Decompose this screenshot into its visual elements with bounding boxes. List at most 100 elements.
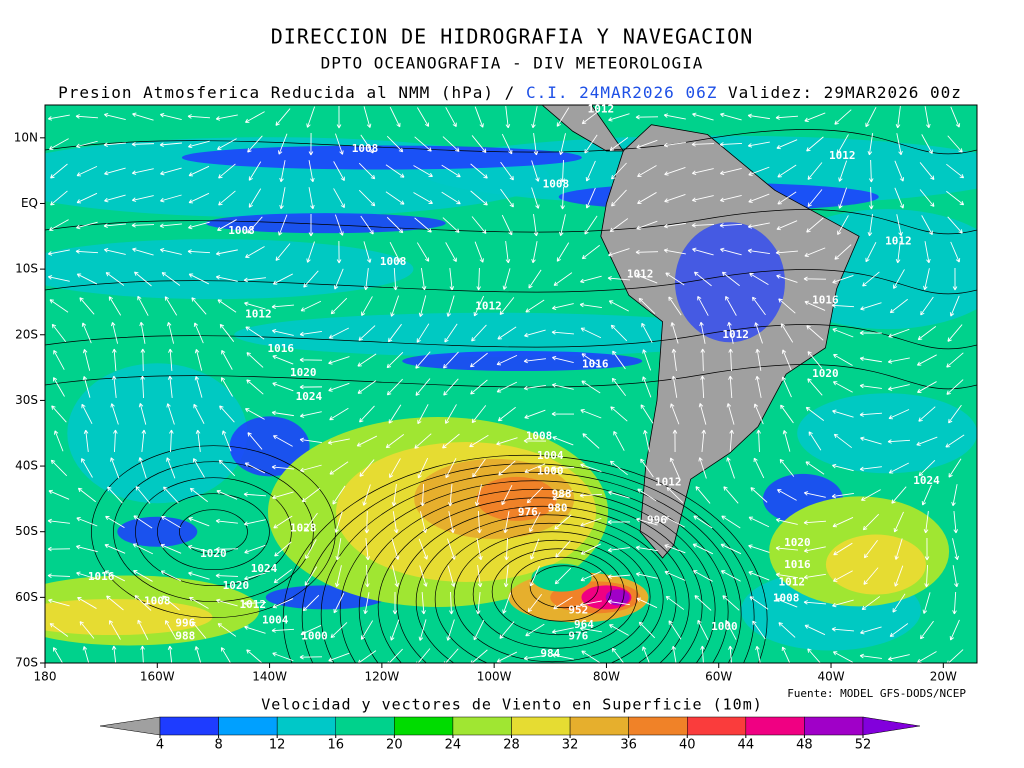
isobar (491, 548, 625, 636)
map-area (45, 105, 977, 663)
wind-vector (719, 142, 743, 147)
wind-vector (363, 268, 369, 291)
wind-vector (389, 241, 401, 263)
isobar-label: 1004 (537, 449, 564, 462)
wind-vector (920, 296, 934, 316)
wind-vector (776, 274, 798, 283)
wind-vector (776, 597, 798, 608)
wind-vector (299, 384, 323, 390)
wind-vector (555, 540, 571, 558)
wind-vector (860, 302, 882, 311)
wind-vector (420, 483, 425, 507)
wind-vector (775, 545, 798, 551)
wind-vector (668, 296, 682, 316)
wind-vector (775, 572, 798, 579)
wind-vector (271, 628, 295, 633)
wind-vector (448, 484, 453, 507)
wind-vector (526, 486, 544, 504)
wind-vector (638, 621, 656, 639)
y-tick-label: 50S (15, 524, 38, 538)
wind-vector (551, 383, 574, 390)
wind-vector (138, 457, 147, 479)
wind-vector (390, 295, 400, 317)
wind-vector (160, 112, 182, 121)
wind-vector (131, 222, 155, 228)
wind-vector (385, 434, 405, 449)
colorbar-label: 24 (445, 738, 462, 753)
wind-vector (609, 137, 629, 151)
isobar (157, 493, 270, 571)
wind-vector (299, 411, 322, 418)
wind-vector (891, 486, 907, 504)
wind-vector (47, 573, 71, 578)
wind-vector (553, 272, 573, 286)
wind-vector (777, 164, 797, 178)
wind-vector (137, 295, 149, 316)
wind-vector (217, 138, 237, 150)
wind-vector (723, 486, 739, 504)
isobar (434, 522, 664, 663)
wind-vector (838, 160, 848, 182)
wind-vector (48, 489, 70, 500)
wind-vector (556, 107, 570, 127)
wind-vector (189, 597, 209, 609)
wind-vector (584, 215, 598, 235)
isobar-label: 1028 (290, 521, 317, 534)
wind-vector (279, 160, 286, 183)
wind-vector (471, 324, 487, 342)
wind-vector (194, 376, 203, 398)
wind-vector (358, 189, 376, 207)
wind-vector (245, 246, 265, 258)
wind-vector (752, 296, 766, 316)
wind-vector (581, 244, 600, 260)
wind-vector (418, 295, 427, 317)
wind-vector (308, 187, 315, 210)
wind-vector (918, 460, 936, 477)
isobar (453, 531, 651, 663)
x-tick-label: 180 (34, 670, 57, 684)
wind-vector (607, 276, 630, 281)
wind-vector (499, 621, 515, 639)
isobar-label: 1016 (582, 357, 609, 370)
wind-vector (248, 188, 262, 208)
wind-vector (917, 326, 937, 341)
wind-vector (554, 514, 572, 530)
wind-vector (272, 382, 294, 392)
wind-vector (386, 135, 404, 153)
wind-vector (81, 403, 93, 424)
wind-zone (234, 312, 755, 357)
variable: Presion Atmosferica Reducida al NMM (hPa… (58, 83, 515, 102)
colorbar-segment (745, 716, 805, 736)
wind-vector (497, 326, 517, 340)
wind-vector (414, 217, 432, 233)
wind-vector (166, 403, 175, 425)
wind-vector (781, 376, 792, 398)
wind-vector (608, 248, 630, 257)
wind-vector (896, 214, 903, 237)
wind-vector (357, 353, 377, 367)
wind-vector (664, 516, 685, 528)
wind-vector (446, 295, 455, 317)
wind-vector (664, 544, 686, 554)
wind-vector (807, 189, 823, 207)
wind-vector (552, 490, 574, 501)
wind-vector (524, 463, 546, 474)
isobar (113, 461, 314, 603)
wind-vector (301, 487, 321, 503)
wind-vector (636, 274, 658, 284)
wind-vector (335, 133, 344, 155)
wind-vector (300, 625, 322, 636)
wind-vector (299, 654, 323, 660)
wind-vector (336, 240, 342, 264)
wind-vector (328, 382, 350, 392)
isobar-label: 1000 (537, 464, 564, 477)
isobar-label: 1008 (228, 224, 255, 237)
wind-vector (636, 597, 658, 609)
wind-vector (473, 295, 485, 317)
wind-vector (664, 570, 686, 581)
wind-vector (721, 271, 740, 287)
wind-vector (79, 621, 95, 639)
wind-vector (243, 492, 267, 497)
wind-vector (220, 377, 233, 397)
wind-vector (533, 214, 539, 237)
